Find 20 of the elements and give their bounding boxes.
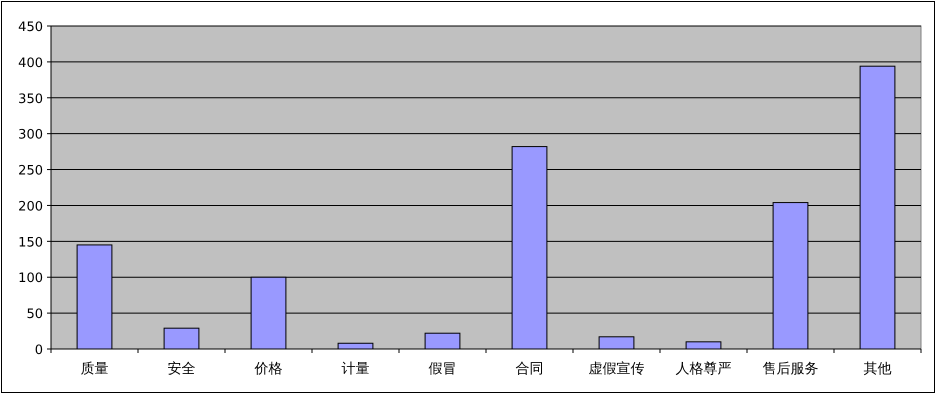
y-tick-label: 100 (18, 271, 43, 286)
x-tick-label: 其他 (864, 361, 892, 377)
y-tick-label: 350 (18, 92, 43, 107)
x-tick-label: 售后服务 (762, 361, 818, 377)
x-tick-label: 质量 (80, 361, 108, 377)
y-tick-label: 0 (34, 343, 43, 358)
x-tick-label: 价格 (254, 361, 282, 377)
x-tick-label: 假冒 (428, 361, 456, 377)
x-tick-label: 虚假宣传 (588, 361, 644, 377)
y-tick-label: 200 (18, 199, 43, 214)
y-tick-label: 400 (18, 56, 43, 71)
x-tick-label: 计量 (342, 361, 370, 377)
x-tick-label: 人格尊严 (676, 361, 732, 377)
y-tick-label: 450 (18, 20, 43, 35)
y-tick-label: 50 (26, 307, 43, 322)
x-tick-label: 合同 (516, 361, 544, 377)
x-tick-label: 安全 (168, 361, 196, 377)
y-tick-label: 250 (18, 164, 43, 179)
y-tick-label: 150 (18, 235, 43, 250)
y-tick-label: 300 (18, 128, 43, 143)
